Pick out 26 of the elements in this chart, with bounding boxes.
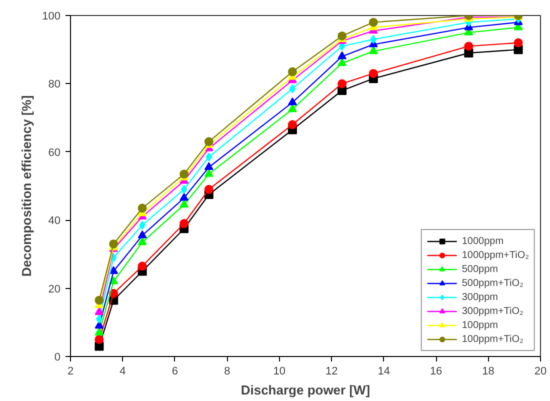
x-tick-label: 20 — [534, 366, 547, 378]
legend-label: 500ppm+TiO₂ — [462, 277, 524, 289]
y-tick-label: 20 — [48, 283, 61, 296]
legend-label: 1000ppm — [462, 235, 504, 247]
legend-label: 100ppm+TiO₂ — [462, 333, 524, 345]
legend-label: 300ppm+TiO₂ — [462, 305, 524, 317]
y-tick-label: 0 — [54, 352, 61, 364]
x-tick-label: 4 — [120, 366, 126, 378]
x-tick-label: 12 — [325, 366, 338, 378]
x-axis-title: Discharge power [W] — [240, 382, 370, 398]
x-tick-label: 2 — [67, 366, 74, 378]
legend-label: 100ppm — [462, 319, 498, 331]
x-tick-label: 10 — [273, 366, 286, 378]
y-tick-label: 40 — [48, 215, 61, 228]
x-tick-label: 6 — [172, 366, 178, 378]
x-tick-label: 16 — [430, 366, 442, 378]
x-tick-label: 18 — [482, 366, 494, 378]
y-tick-label: 80 — [48, 78, 61, 91]
x-tick-label: 8 — [224, 366, 230, 378]
legend-label: 500ppm — [462, 263, 498, 275]
y-tick-label: 60 — [48, 146, 61, 159]
legend-label: 300ppm — [462, 291, 498, 303]
y-tick-label: 100 — [42, 10, 61, 22]
legend-label: 1000ppm+TiO₂ — [462, 249, 529, 261]
x-tick-label: 14 — [378, 366, 390, 378]
y-axis-title: Decomposition efficiency [%] — [19, 95, 34, 277]
